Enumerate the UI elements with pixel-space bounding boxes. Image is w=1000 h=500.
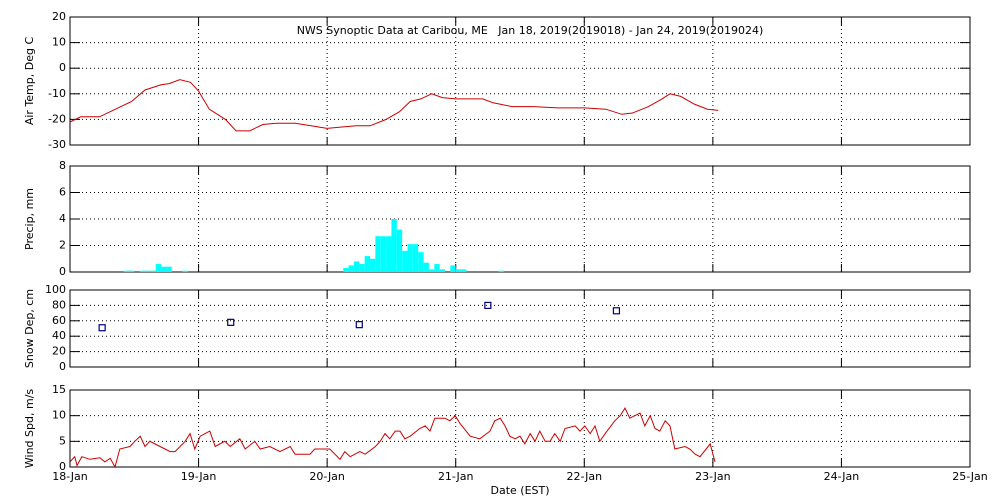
y-tick-label: -30 <box>48 138 66 151</box>
precip-bar <box>155 264 162 272</box>
y-axis-label: Snow Dep, cm <box>23 289 36 368</box>
precip-bar <box>428 269 435 272</box>
precip-bar <box>370 258 376 272</box>
data-line <box>69 79 719 132</box>
precip-bar <box>434 264 440 272</box>
y-tick-label: 0 <box>59 460 66 473</box>
y-tick-label: 0 <box>59 61 66 74</box>
plot-frame <box>69 16 971 146</box>
precip-bar <box>391 219 397 272</box>
y-tick-label: 0 <box>59 360 66 373</box>
snow-marker <box>484 301 492 309</box>
y-tick-label: 6 <box>59 186 66 199</box>
precip-bar <box>396 229 403 272</box>
precip-bar <box>418 252 424 272</box>
y-tick-label: 5 <box>59 434 66 447</box>
precip-bar <box>353 261 360 272</box>
y-tick-label: 80 <box>52 298 66 311</box>
precip-bar <box>123 270 129 272</box>
precip-bar <box>375 236 381 272</box>
precip-bar <box>498 270 504 272</box>
snow-marker <box>355 321 363 329</box>
y-axis-label: Air Temp, Deg C <box>23 37 36 126</box>
precip-bar <box>455 269 462 272</box>
precip-bar <box>343 268 349 272</box>
precip-bar <box>386 236 392 272</box>
y-tick-label: 20 <box>52 10 66 23</box>
x-tick-label: 19-Jan <box>181 470 217 483</box>
y-tick-label: 40 <box>52 329 66 342</box>
y-tick-label: 60 <box>52 314 66 327</box>
data-line <box>69 406 716 469</box>
precip-bar <box>348 265 354 272</box>
precip-bar <box>359 264 365 272</box>
y-tick-label: 10 <box>52 36 66 49</box>
precip-bar <box>412 244 419 272</box>
precip-bar <box>380 236 387 272</box>
plot-frame <box>69 165 971 273</box>
precip-bar <box>182 270 188 272</box>
y-tick-label: 15 <box>52 383 66 396</box>
precip-bar <box>439 269 445 272</box>
snow-marker <box>227 318 235 326</box>
snow-marker <box>612 307 621 315</box>
x-tick-label: 20-Jan <box>309 470 345 483</box>
y-tick-label: -10 <box>48 87 66 100</box>
precip-bar <box>423 262 429 272</box>
y-tick-label: 0 <box>59 265 66 278</box>
precip-bar <box>166 266 172 272</box>
precip-bar <box>450 265 456 272</box>
precip-bar <box>461 269 467 272</box>
x-tick-label: 25-Jan <box>952 470 988 483</box>
precip-bar <box>139 270 145 272</box>
precip-bar <box>128 270 135 272</box>
chart-title: NWS Synoptic Data at Caribou, ME Jan 18,… <box>297 24 764 37</box>
precip-bar <box>402 250 408 272</box>
x-axis-label: Date (EST) <box>490 484 549 497</box>
precip-bar <box>145 270 151 272</box>
y-tick-label: 2 <box>59 239 66 252</box>
precip-bar <box>364 256 370 272</box>
x-tick-label: 18-Jan <box>52 470 88 483</box>
y-axis-label: Wind Spd, m/s <box>23 389 36 469</box>
y-tick-label: 20 <box>52 345 66 358</box>
y-tick-label: 10 <box>52 409 66 422</box>
x-tick-label: 23-Jan <box>695 470 731 483</box>
y-tick-label: 4 <box>59 212 66 225</box>
y-tick-label: 8 <box>59 159 66 172</box>
x-tick-label: 22-Jan <box>567 470 603 483</box>
y-tick-label: 100 <box>45 283 66 296</box>
precip-bar <box>161 266 167 272</box>
x-tick-label: 24-Jan <box>824 470 860 483</box>
precip-bar <box>150 270 156 272</box>
plot-frame <box>69 389 971 468</box>
y-axis-label: Precip, mm <box>23 188 36 250</box>
x-tick-label: 21-Jan <box>438 470 474 483</box>
precip-bar <box>407 244 413 272</box>
plot-frame <box>69 289 971 368</box>
y-tick-label: -20 <box>48 112 66 125</box>
snow-marker <box>98 324 106 332</box>
